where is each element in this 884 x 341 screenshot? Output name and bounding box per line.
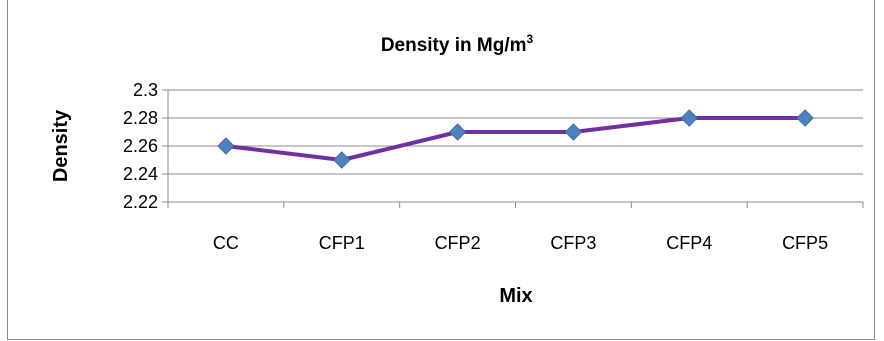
data-point-marker [680, 109, 698, 127]
y-tick-label: 2.26 [123, 136, 158, 156]
x-axis-title: Mix [499, 285, 532, 307]
series-group [217, 109, 814, 169]
data-point-marker [333, 151, 351, 169]
x-tick-label: CFP4 [666, 233, 712, 253]
title-superscript: 3 [527, 32, 534, 46]
y-tick-label: 2.28 [123, 108, 158, 128]
series-line [225, 116, 806, 162]
chart-title: Density in Mg/m3 [381, 32, 534, 56]
chart-area [7, 0, 875, 340]
y-axis-title: Density [50, 109, 72, 182]
gridlines [168, 89, 863, 175]
data-point-marker [448, 123, 467, 141]
x-tick-label: CFP5 [782, 233, 828, 253]
y-tick-label: 2.3 [133, 80, 158, 100]
data-point-marker [217, 137, 235, 155]
x-tick-labels: CC CFP1 CFP2 CFP3 CFP4 CFP5 [213, 233, 828, 253]
y-tick-label: 2.24 [123, 164, 158, 184]
x-tick-label: CC [213, 233, 239, 253]
x-tick-label: CFP3 [550, 233, 596, 253]
data-point-marker [796, 109, 814, 127]
data-point-marker [564, 123, 583, 141]
y-tick-labels: 2.22 2.24 2.26 2.28 2.3 [123, 80, 158, 212]
axes [162, 89, 864, 208]
y-tick-label: 2.22 [123, 192, 158, 212]
x-tick-label: CFP1 [319, 233, 365, 253]
x-tick-label: CFP2 [435, 233, 481, 253]
